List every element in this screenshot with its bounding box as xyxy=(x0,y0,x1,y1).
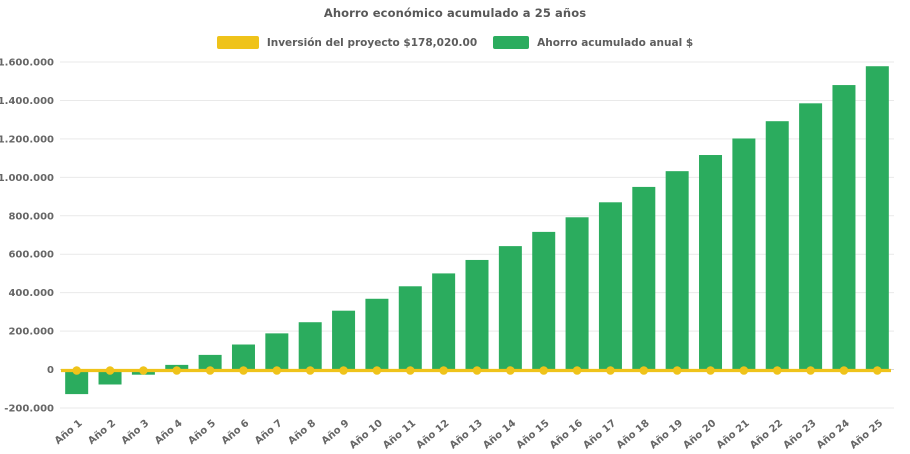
bar-año-7 xyxy=(265,333,289,370)
line-marker-año-24 xyxy=(839,366,849,375)
x-axis-tick-label: Año 17 xyxy=(581,418,618,452)
chart-title: Ahorro económico acumulado a 25 años xyxy=(323,6,587,20)
x-axis-tick-label: Año 23 xyxy=(781,418,818,452)
line-marker-año-23 xyxy=(806,366,815,375)
y-axis-tick-label: 1.600.000 xyxy=(0,58,54,69)
x-axis-tick-label: Año 9 xyxy=(320,418,352,447)
legend: Inversión del proyecto $178,020.00 Ahorr… xyxy=(0,36,910,49)
line-marker-año-13 xyxy=(472,366,482,375)
line-marker-año-16 xyxy=(572,366,582,375)
y-axis-tick-label: 200.000 xyxy=(8,327,54,338)
x-axis-tick-label: Año 4 xyxy=(153,418,185,447)
line-marker-año-3 xyxy=(139,366,148,375)
bar-año-12 xyxy=(432,273,456,370)
x-axis-tick-label: Año 13 xyxy=(448,418,485,452)
y-axis-tick-label: 400.000 xyxy=(8,288,54,299)
x-axis-tick-label: Año 10 xyxy=(348,418,385,452)
legend-label-ahorro: Ahorro acumulado anual $ xyxy=(537,36,694,49)
line-marker-año-7 xyxy=(272,366,282,375)
legend-item-inversion: Inversión del proyecto $178,020.00 xyxy=(216,36,478,49)
line-marker-año-4 xyxy=(172,366,182,375)
line-marker-año-12 xyxy=(439,366,448,375)
line-marker-año-1 xyxy=(72,366,81,375)
line-marker-año-15 xyxy=(539,366,549,375)
line-marker-año-8 xyxy=(305,366,315,375)
x-axis-tick-label: Año 12 xyxy=(415,418,452,452)
bar-año-13 xyxy=(465,259,489,370)
y-axis-tick-label: 1.000.000 xyxy=(0,173,54,184)
x-axis-tick-label: Año 11 xyxy=(381,418,418,452)
y-axis-tick-label: 600.000 xyxy=(8,250,54,261)
y-axis-tick-label: -200.000 xyxy=(4,403,54,414)
bar-año-18 xyxy=(632,186,656,370)
x-axis-tick-label: Año 14 xyxy=(481,418,518,452)
y-axis-tick-label: 800.000 xyxy=(8,211,54,222)
line-marker-año-10 xyxy=(372,366,382,375)
x-axis-tick-label: Año 15 xyxy=(515,418,552,452)
bar-año-24 xyxy=(832,85,856,370)
x-axis-tick-label: Año 8 xyxy=(286,418,318,447)
line-marker-año-2 xyxy=(105,366,115,375)
x-axis-tick-label: Año 2 xyxy=(86,418,118,447)
x-axis-tick-label: Año 7 xyxy=(253,418,285,447)
legend-item-ahorro: Ahorro acumulado anual $ xyxy=(493,36,693,49)
line-marker-año-14 xyxy=(506,366,515,375)
x-axis-tick-label: Año 19 xyxy=(648,418,685,452)
bar-año-9 xyxy=(332,310,356,370)
bar-año-23 xyxy=(799,103,823,370)
x-axis-tick-label: Año 21 xyxy=(715,418,752,452)
bar-año-10 xyxy=(365,298,389,370)
x-axis-tick-label: Año 25 xyxy=(848,418,885,452)
line-marker-año-6 xyxy=(239,366,248,375)
legend-label-inversion: Inversión del proyecto $178,020.00 xyxy=(266,36,478,49)
bar-año-22 xyxy=(765,121,789,370)
bar-año-21 xyxy=(732,138,756,370)
bar-año-2 xyxy=(98,369,122,385)
bar-año-20 xyxy=(699,155,723,370)
bar-año-15 xyxy=(532,231,556,370)
bar-año-25 xyxy=(865,66,889,370)
line-marker-año-21 xyxy=(739,366,749,375)
legend-swatch-ahorro xyxy=(493,36,530,49)
bar-año-11 xyxy=(398,286,422,370)
line-marker-año-5 xyxy=(205,366,215,375)
line-marker-año-20 xyxy=(706,366,715,375)
line-marker-año-25 xyxy=(873,366,882,375)
bar-año-19 xyxy=(665,171,689,370)
bar-año-1 xyxy=(65,369,89,395)
line-marker-año-22 xyxy=(772,366,782,375)
line-marker-año-9 xyxy=(339,366,348,375)
line-marker-año-17 xyxy=(606,366,615,375)
bar-año-16 xyxy=(565,217,589,370)
x-axis-tick-label: Año 1 xyxy=(53,418,85,447)
x-axis-tick-label: Año 18 xyxy=(615,418,652,452)
x-axis-tick-label: Año 22 xyxy=(748,418,785,452)
bar-año-8 xyxy=(298,322,322,370)
bar-año-5 xyxy=(198,354,222,370)
line-marker-año-18 xyxy=(639,366,649,375)
bar-año-17 xyxy=(598,202,622,370)
y-axis-tick-label: 1.200.000 xyxy=(0,134,54,145)
y-axis-tick-label: 1.400.000 xyxy=(0,96,54,107)
x-axis-tick-label: Año 6 xyxy=(220,418,252,447)
line-marker-año-11 xyxy=(405,366,415,375)
bar-año-14 xyxy=(498,246,522,370)
line-marker-año-19 xyxy=(672,366,682,375)
x-axis-tick-label: Año 24 xyxy=(815,418,852,452)
bar-año-6 xyxy=(231,344,255,370)
x-axis-tick-label: Año 20 xyxy=(681,418,718,452)
x-axis-tick-label: Año 5 xyxy=(186,418,218,447)
x-axis-tick-label: Año 3 xyxy=(120,418,152,447)
y-axis-tick-label: 0 xyxy=(47,365,54,376)
x-axis-tick-label: Año 16 xyxy=(548,418,585,452)
legend-swatch-inversion xyxy=(216,36,259,49)
